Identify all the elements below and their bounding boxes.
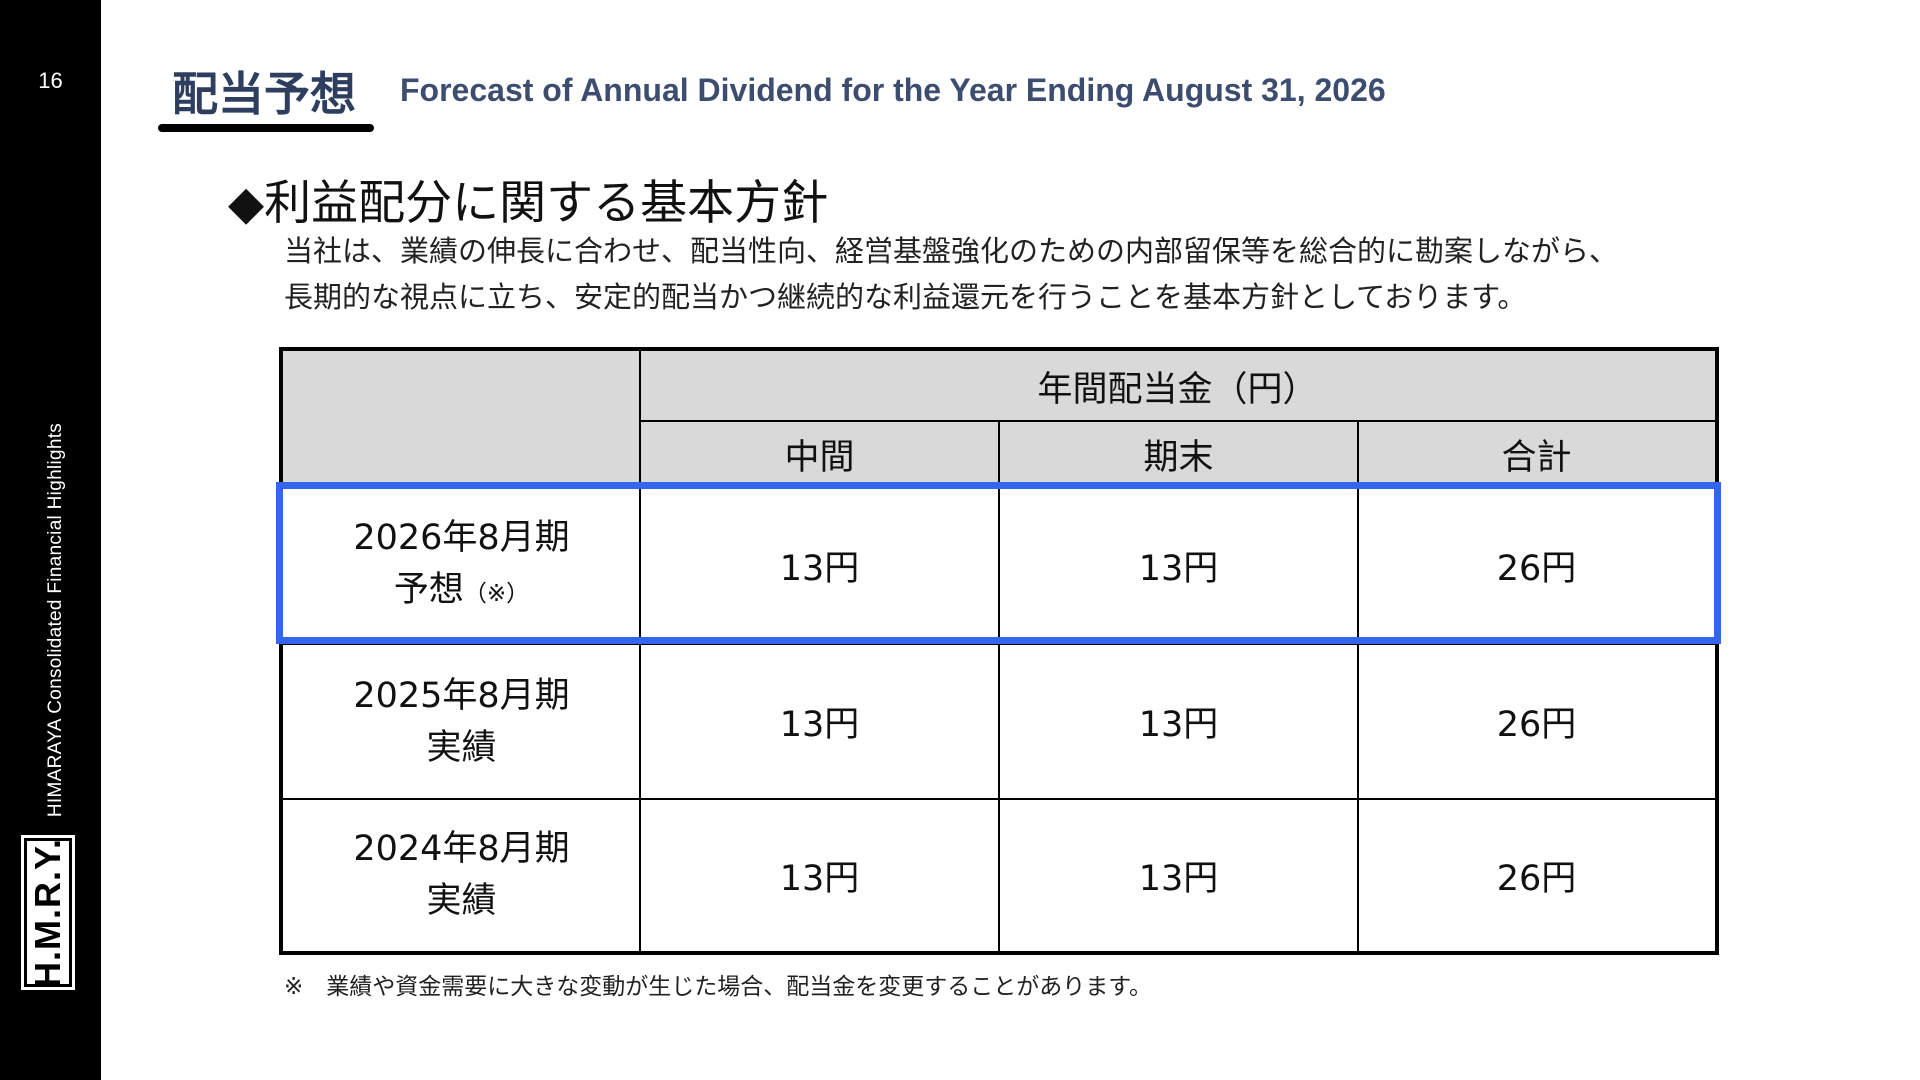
grid-line xyxy=(639,351,641,951)
row-status: 実績 xyxy=(426,881,497,921)
table-cell-interim: 13円 xyxy=(779,549,860,589)
table-cell-interim: 13円 xyxy=(779,705,860,745)
column-header-interim: 中間 xyxy=(784,437,855,478)
column-header-total: 合計 xyxy=(1501,437,1572,478)
page-title: 配当予想 xyxy=(172,67,356,121)
footnote: ※ 業績や資金需要に大きな変動が生じた場合、配当金を変更することがあります。 xyxy=(284,974,1152,1000)
page-number: 16 xyxy=(38,68,63,93)
page-subtitle: Forecast of Annual Dividend for the Year… xyxy=(400,72,1386,108)
table-cell-interim: 13円 xyxy=(779,858,860,899)
company-logo: H.M.R.Y. xyxy=(21,835,75,990)
policy-line: 当社は、業績の伸長に合わせ、配当性向、経営基盤強化のための内部留保等を総合的に勘… xyxy=(284,234,1619,268)
table-cell-year-end: 13円 xyxy=(1138,549,1219,589)
forecast-row-highlight xyxy=(276,482,1721,644)
section-heading: ◆利益配分に関する基本方針 xyxy=(228,176,829,231)
note-mark: （※） xyxy=(463,580,530,607)
table-cell-year-end: 13円 xyxy=(1138,858,1219,899)
table-cell-total: 26円 xyxy=(1496,858,1577,899)
grid-line xyxy=(1357,421,1359,951)
dividend-table: 年間配当金（円） 中間 期末 合計 2026年8月期 予想（※） 13円 13円… xyxy=(279,347,1719,955)
row-period: 2024年8月期 xyxy=(353,829,570,869)
grid-line xyxy=(283,798,1715,800)
group-header: 年間配当金（円） xyxy=(1037,369,1318,410)
table-cell-year-end: 13円 xyxy=(1138,705,1219,745)
table-cell-total: 26円 xyxy=(1496,549,1577,589)
policy-text: 当社は、業績の伸長に合わせ、配当性向、経営基盤強化のための内部留保等を総合的に勘… xyxy=(284,228,1618,320)
side-caption: HIMARAYA Consolidated Financial Highligh… xyxy=(45,422,66,818)
logo-text: H.M.R.Y. xyxy=(27,837,68,988)
row-status: 予想 xyxy=(393,569,464,610)
table-cell-total: 26円 xyxy=(1496,705,1577,745)
policy-line: 長期的な視点に立ち、安定的配当かつ継続的な利益還元を行うことを基本方針としており… xyxy=(284,280,1527,314)
column-header-year-end: 期末 xyxy=(1143,437,1214,478)
grid-line xyxy=(639,420,1715,422)
sidebar: 16 HIMARAYA Consolidated Financial Highl… xyxy=(0,0,101,1080)
row-label: 2024年8月期 実績 xyxy=(283,799,640,951)
row-period: 2025年8月期 xyxy=(353,675,570,716)
grid-line xyxy=(998,421,1000,951)
row-status: 実績 xyxy=(426,727,497,768)
grid-line xyxy=(283,643,1715,645)
row-period: 2026年8月期 xyxy=(353,517,570,558)
title-underline xyxy=(158,124,374,132)
row-label: 2026年8月期 予想（※） xyxy=(283,487,640,644)
row-label: 2025年8月期 実績 xyxy=(283,644,640,799)
